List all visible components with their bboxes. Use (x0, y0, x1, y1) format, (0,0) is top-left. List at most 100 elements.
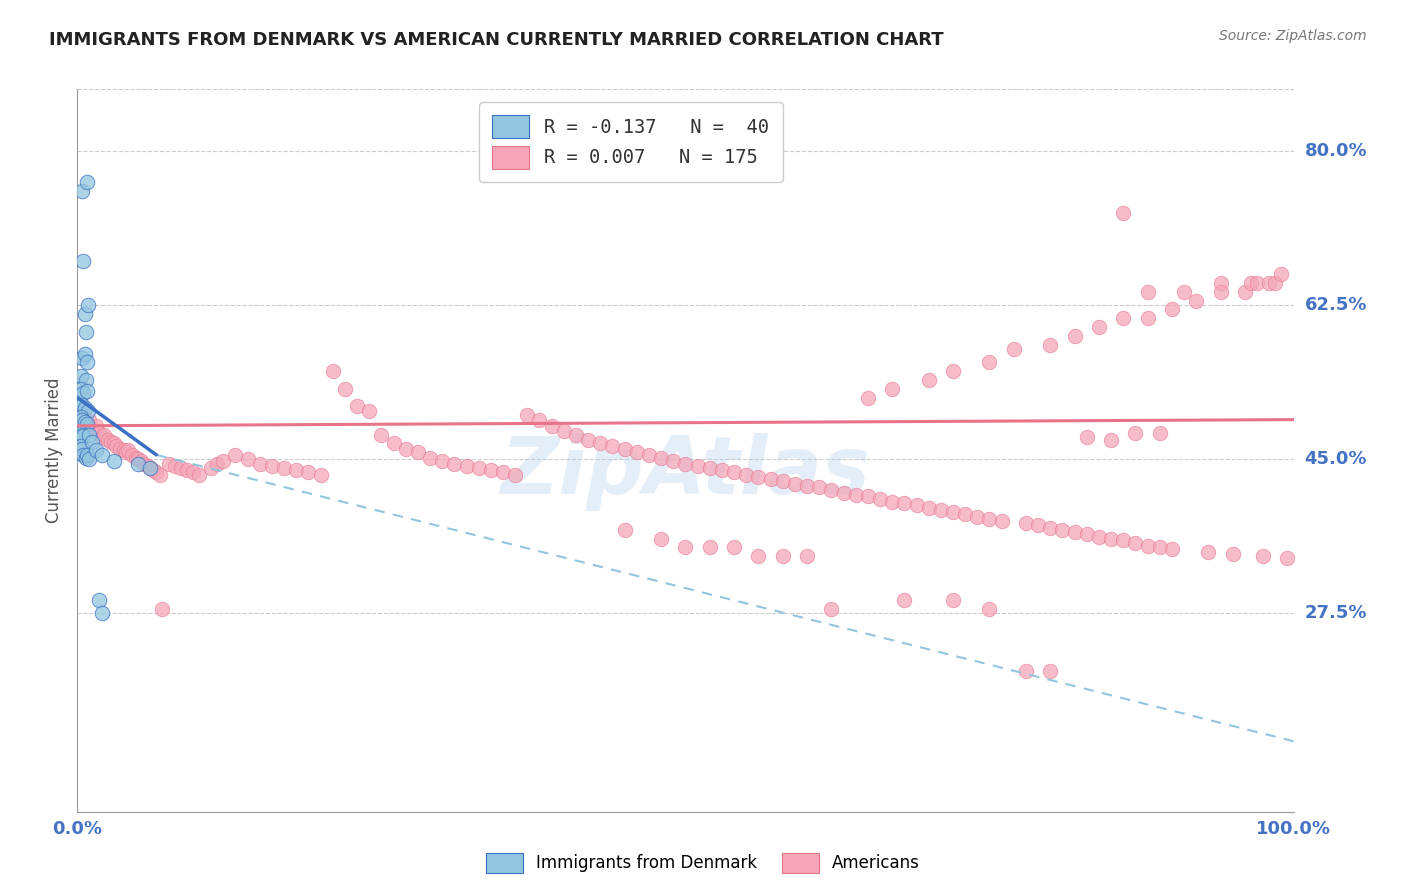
Point (70, 425, 93, 440)
Point (1125, 536, 1147, 550)
Point (73, 346, 96, 360)
Point (129, 454, 152, 468)
Point (1136, 285, 1159, 299)
Point (1002, 342, 1025, 356)
Point (953, 507, 976, 521)
Point (142, 463, 165, 477)
Point (112, 443, 135, 458)
Point (176, 463, 198, 477)
Point (1136, 311, 1159, 326)
Point (456, 459, 478, 474)
Point (70, 351, 93, 365)
Legend: Immigrants from Denmark, Americans: Immigrants from Denmark, Americans (479, 847, 927, 880)
Point (73, 307, 96, 321)
Point (346, 400, 368, 414)
Point (370, 427, 392, 442)
Point (540, 418, 562, 433)
Point (929, 503, 952, 517)
Point (918, 373, 941, 387)
Point (77, 298, 100, 312)
Point (1039, 521, 1062, 535)
Point (613, 442, 636, 456)
Point (79, 452, 101, 467)
Point (75, 325, 97, 339)
Point (772, 475, 794, 489)
Point (772, 549, 794, 564)
Point (200, 461, 222, 475)
Text: 45.0%: 45.0% (1305, 450, 1367, 468)
Point (157, 457, 180, 471)
Point (103, 454, 125, 468)
Point (942, 364, 965, 378)
Point (1088, 530, 1111, 544)
Point (1026, 518, 1049, 533)
Point (747, 549, 769, 564)
Point (1258, 276, 1281, 290)
Point (1251, 549, 1274, 564)
Point (170, 461, 193, 475)
Point (869, 491, 891, 506)
Point (1161, 542, 1184, 557)
Text: 80.0%: 80.0% (1305, 142, 1367, 160)
Point (80, 421, 103, 435)
Point (105, 439, 128, 453)
Point (79, 427, 101, 442)
Point (73, 401, 96, 416)
Point (479, 463, 502, 477)
Point (1099, 532, 1122, 546)
Point (675, 541, 697, 555)
Point (285, 463, 308, 477)
Point (723, 466, 745, 480)
Point (710, 463, 733, 477)
Point (699, 461, 721, 475)
Point (134, 457, 156, 471)
Point (1076, 527, 1098, 541)
Point (638, 448, 661, 462)
Point (212, 454, 235, 468)
Point (70, 398, 93, 412)
Point (205, 457, 228, 471)
Point (70, 442, 93, 456)
Point (76, 417, 98, 431)
Point (72, 386, 94, 401)
Point (72, 429, 94, 443)
Point (181, 466, 204, 480)
Point (990, 514, 1012, 528)
Point (93, 427, 115, 442)
Point (1277, 551, 1299, 566)
Text: Source: ZipAtlas.com: Source: ZipAtlas.com (1219, 29, 1367, 43)
Point (70, 409, 93, 424)
Point (759, 472, 782, 486)
Point (1099, 433, 1122, 447)
Point (1246, 276, 1268, 290)
Point (273, 461, 295, 475)
Point (613, 523, 636, 537)
Point (443, 457, 465, 471)
Point (845, 487, 868, 501)
Point (503, 468, 526, 483)
Point (1197, 545, 1219, 559)
Point (70, 427, 93, 442)
Point (84, 443, 107, 458)
Point (602, 439, 624, 453)
Point (979, 355, 1001, 369)
Point (79, 412, 101, 426)
Point (84, 418, 107, 433)
Point (675, 457, 697, 471)
Point (297, 466, 319, 480)
Point (747, 470, 769, 484)
Text: 27.5%: 27.5% (1305, 605, 1367, 623)
Text: 62.5%: 62.5% (1305, 296, 1367, 314)
Point (103, 436, 125, 450)
Point (70, 368, 93, 383)
Point (90, 430, 112, 444)
Point (76, 417, 98, 431)
Point (1209, 285, 1232, 299)
Point (430, 454, 453, 468)
Point (80, 434, 103, 449)
Point (979, 602, 1001, 616)
Point (1063, 524, 1085, 539)
Point (77, 404, 100, 418)
Point (1185, 293, 1208, 308)
Point (516, 408, 538, 422)
